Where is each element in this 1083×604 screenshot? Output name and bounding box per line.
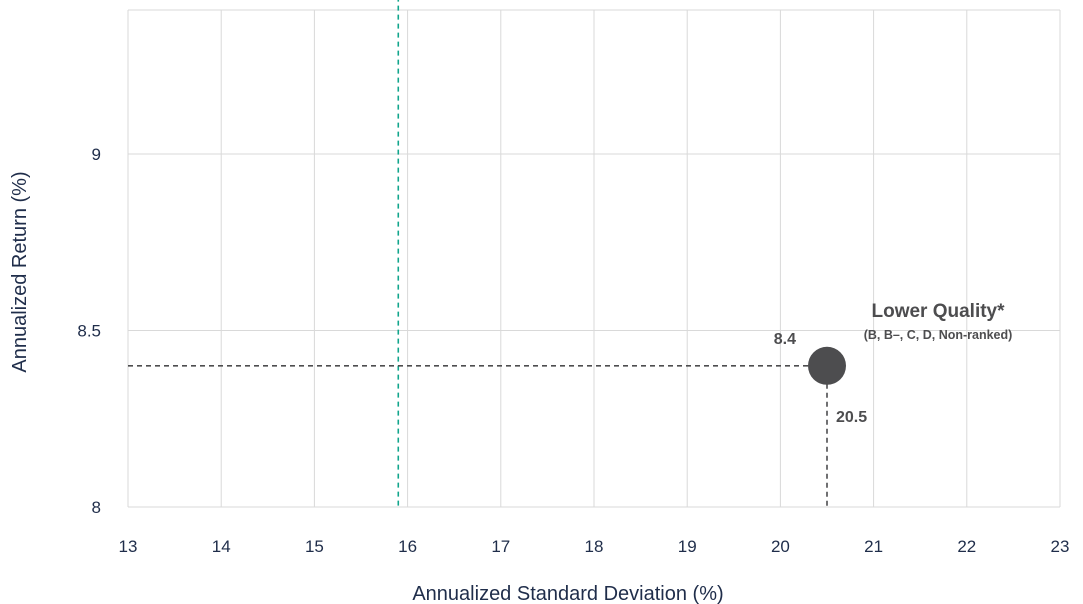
point-subtitle: (B, B–, C, D, Non-ranked) bbox=[864, 328, 1013, 342]
point-x-value-label: 20.5 bbox=[836, 409, 867, 426]
x-tick-label: 21 bbox=[864, 537, 883, 556]
x-tick-labels: 13 14 15 16 17 18 19 20 21 22 23 bbox=[119, 537, 1070, 556]
lower-quality-point bbox=[808, 346, 846, 385]
y-axis-title: Annualized Return (%) bbox=[9, 171, 31, 372]
x-tick-label: 17 bbox=[491, 537, 510, 556]
point-labels: 10.415.9Higher Quality*(A+, A, A–, B+)8.… bbox=[774, 301, 1013, 426]
x-tick-label: 22 bbox=[957, 537, 976, 556]
y-tick-label: 8.5 bbox=[77, 322, 101, 341]
x-axis-title: Annualized Standard Deviation (%) bbox=[412, 583, 723, 604]
y-tick-label: 8 bbox=[92, 498, 101, 517]
data-points bbox=[808, 346, 846, 385]
point-y-value-label: 8.4 bbox=[774, 331, 796, 348]
x-tick-label: 20 bbox=[771, 537, 790, 556]
grid bbox=[127, 9, 1061, 508]
x-tick-label: 18 bbox=[585, 537, 604, 556]
guide-lines bbox=[128, 0, 828, 507]
x-tick-label: 16 bbox=[398, 537, 417, 556]
x-tick-label: 23 bbox=[1051, 537, 1070, 556]
x-tick-label: 13 bbox=[119, 537, 138, 556]
x-tick-label: 15 bbox=[305, 537, 324, 556]
y-tick-label: 9 bbox=[92, 145, 101, 164]
point-title: Lower Quality* bbox=[871, 301, 1005, 322]
x-tick-label: 14 bbox=[212, 537, 231, 556]
y-tick-labels: 88.599.51010.5 bbox=[77, 145, 101, 517]
x-tick-label: 19 bbox=[678, 537, 697, 556]
